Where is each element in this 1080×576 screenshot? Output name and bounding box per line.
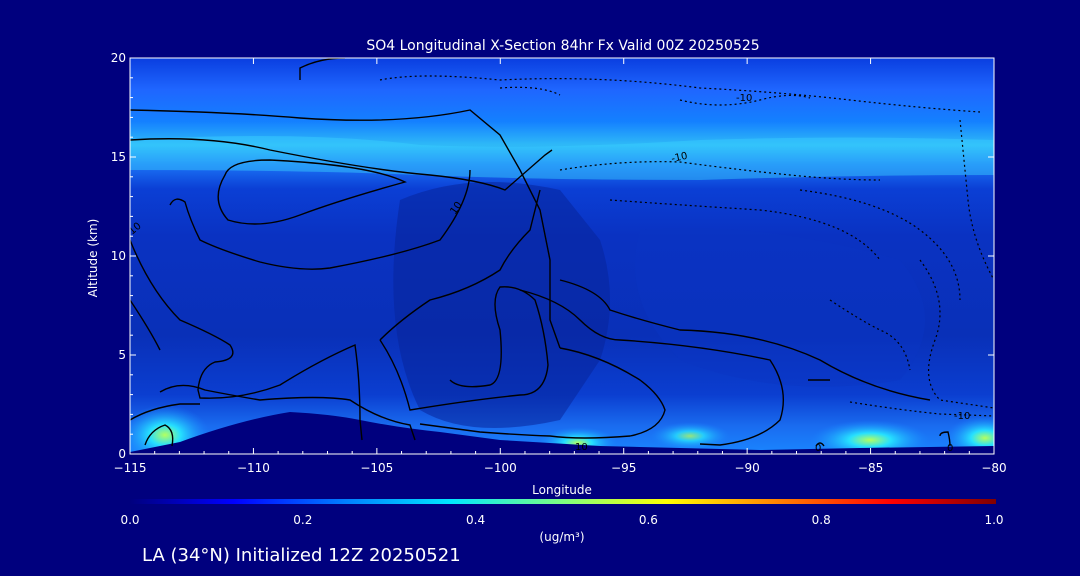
contour-label: 0: [947, 443, 953, 454]
contour-line: [679, 94, 811, 106]
x-tick-label: −95: [611, 461, 636, 475]
x-tick-label: −90: [734, 461, 759, 475]
y-tick-label: 5: [118, 348, 126, 362]
colorbar-ticks: 0.0 0.2 0.4 0.6 0.8 1.0: [120, 513, 1003, 527]
contour-line: [609, 199, 881, 261]
y-axis-title: Altitude (km): [86, 219, 100, 298]
contour-line: [144, 424, 174, 447]
contour-line: [130, 299, 161, 351]
contour-line: [499, 86, 561, 96]
contour-line: [379, 286, 549, 411]
y-tick-label: 10: [111, 249, 126, 263]
low-concentration-region: [635, 228, 925, 387]
low-concentration-region: [393, 182, 610, 428]
contours-solid: [130, 58, 951, 447]
contour-line: [379, 75, 981, 113]
hotspot-east-2: [945, 416, 994, 454]
contour-line: [130, 239, 363, 441]
contour-line: [559, 161, 881, 181]
colorbar-tick-label: 0.0: [120, 513, 139, 527]
x-axis-title: Longitude: [532, 483, 592, 497]
colorbar-tick-label: 1.0: [984, 513, 1003, 527]
contour-label: -10: [954, 411, 970, 422]
x-tick-label: −110: [237, 461, 270, 475]
hotspot-central: [650, 422, 730, 450]
plot-area: 10 10 10 -10 -10 -10 0 0: [130, 58, 994, 454]
contour-line: [519, 289, 785, 446]
contour-line: [169, 169, 471, 270]
hotspot-east-1: [810, 420, 930, 454]
colorbar-tick-label: 0.2: [293, 513, 312, 527]
contour-line: [217, 159, 407, 225]
contour-line: [130, 403, 200, 421]
y-tick-label: 20: [111, 51, 126, 65]
contour-line: [379, 189, 541, 341]
contour-line: [799, 189, 961, 301]
terrain: [130, 412, 994, 454]
contour-line: [419, 347, 666, 439]
contour-label: 0: [815, 443, 821, 454]
contour-line: [959, 119, 994, 281]
contour-label: -10: [670, 151, 688, 165]
contour-line: [130, 109, 561, 349]
hotspot-west: [130, 405, 210, 454]
colorbar-tick-label: 0.8: [812, 513, 831, 527]
colorbar: [130, 499, 996, 504]
plume-upper: [130, 136, 994, 180]
colorbar-tick-label: 0.4: [466, 513, 485, 527]
contour-line: [159, 384, 416, 441]
contour-line: [815, 442, 825, 447]
x-tick-label: −80: [981, 461, 1006, 475]
x-axis: −115 −110 −105 −100 −95 −90 −85 −80: [114, 58, 1007, 475]
y-tick-label: 15: [111, 150, 126, 164]
contour-line: [559, 279, 931, 401]
x-tick-label: −85: [858, 461, 883, 475]
contour-label: 10: [575, 442, 588, 453]
x-tick-label: −100: [484, 461, 517, 475]
colorbar-unit-label: (ug/m³): [539, 530, 584, 544]
footer-caption: LA (34°N) Initialized 12Z 20250521: [142, 545, 461, 566]
y-axis: 0 5 10 15 20: [111, 51, 994, 461]
x-tick-label: −105: [360, 461, 393, 475]
contour-line: [919, 259, 994, 409]
x-tick-label: −115: [114, 461, 147, 475]
contour-label: -10: [736, 93, 752, 104]
colorbar-tick-label: 0.6: [639, 513, 658, 527]
chart-title: SO4 Longitudinal X-Section 84hr Fx Valid…: [366, 38, 759, 54]
contour-line: [849, 401, 994, 417]
y-tick-label: 0: [118, 447, 126, 461]
contours-dashed: [379, 75, 994, 417]
contour-line: [130, 138, 553, 191]
contour-line: [939, 431, 951, 447]
